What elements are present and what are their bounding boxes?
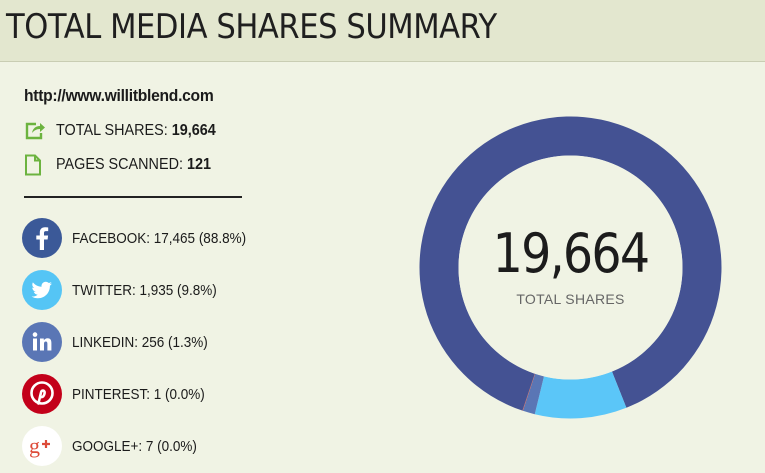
total-shares-value: 19,664	[171, 122, 216, 139]
page-title: TOTAL MEDIA SHARES SUMMARY	[6, 7, 497, 47]
network-item-google-plus: g GOOGLE+: 7 (0.0%)	[22, 420, 265, 472]
network-item-pinterest: PINTEREST: 1 (0.0%)	[22, 368, 265, 420]
share-icon	[24, 120, 48, 142]
pages-scanned-value: 121	[186, 156, 212, 173]
network-label: FACEBOOK: 17,465 (88.8%)	[72, 229, 247, 247]
facebook-icon	[22, 218, 62, 258]
network-item-twitter: TWITTER: 1,935 (9.8%)	[22, 264, 265, 316]
network-label: GOOGLE+: 7 (0.0%)	[72, 437, 197, 455]
network-item-facebook: FACEBOOK: 17,465 (88.8%)	[22, 212, 265, 264]
network-label: PINTEREST: 1 (0.0%)	[72, 385, 205, 403]
total-shares-stat: TOTAL SHARES: 19,664	[24, 114, 264, 148]
chart-center-label: TOTAL SHARES	[516, 291, 625, 307]
page-icon	[24, 154, 48, 176]
svg-text:g: g	[29, 433, 40, 458]
donut-hole	[458, 155, 683, 380]
network-label: LINKEDIN: 256 (1.3%)	[72, 333, 208, 351]
donut-slice-pinterest	[522, 373, 536, 411]
pages-scanned-label: PAGES SCANNED:	[56, 156, 183, 173]
divider	[24, 196, 242, 198]
donut-slice-twitter	[534, 371, 627, 419]
google-plus-icon: g	[22, 426, 62, 466]
donut-chart	[419, 116, 722, 419]
pinterest-icon	[22, 374, 62, 414]
donut-slice-linkedin	[522, 373, 544, 415]
summary-panel: http://www.willitblend.com TOTAL SHARES:…	[24, 84, 264, 198]
donut-slice-google	[522, 373, 536, 411]
network-label: TWITTER: 1,935 (9.8%)	[72, 281, 217, 299]
network-list: FACEBOOK: 17,465 (88.8%) TWITTER: 1,935 …	[22, 212, 265, 472]
chart-center-value: 19,664	[492, 222, 650, 285]
site-url: http://www.willitblend.com	[24, 86, 214, 105]
header-bar: TOTAL MEDIA SHARES SUMMARY	[0, 0, 765, 62]
pages-scanned-stat: PAGES SCANNED: 121	[24, 148, 264, 182]
total-shares-label: TOTAL SHARES:	[56, 122, 168, 139]
linkedin-icon	[22, 322, 62, 362]
twitter-icon	[22, 270, 62, 310]
network-item-linkedin: LINKEDIN: 256 (1.3%)	[22, 316, 265, 368]
